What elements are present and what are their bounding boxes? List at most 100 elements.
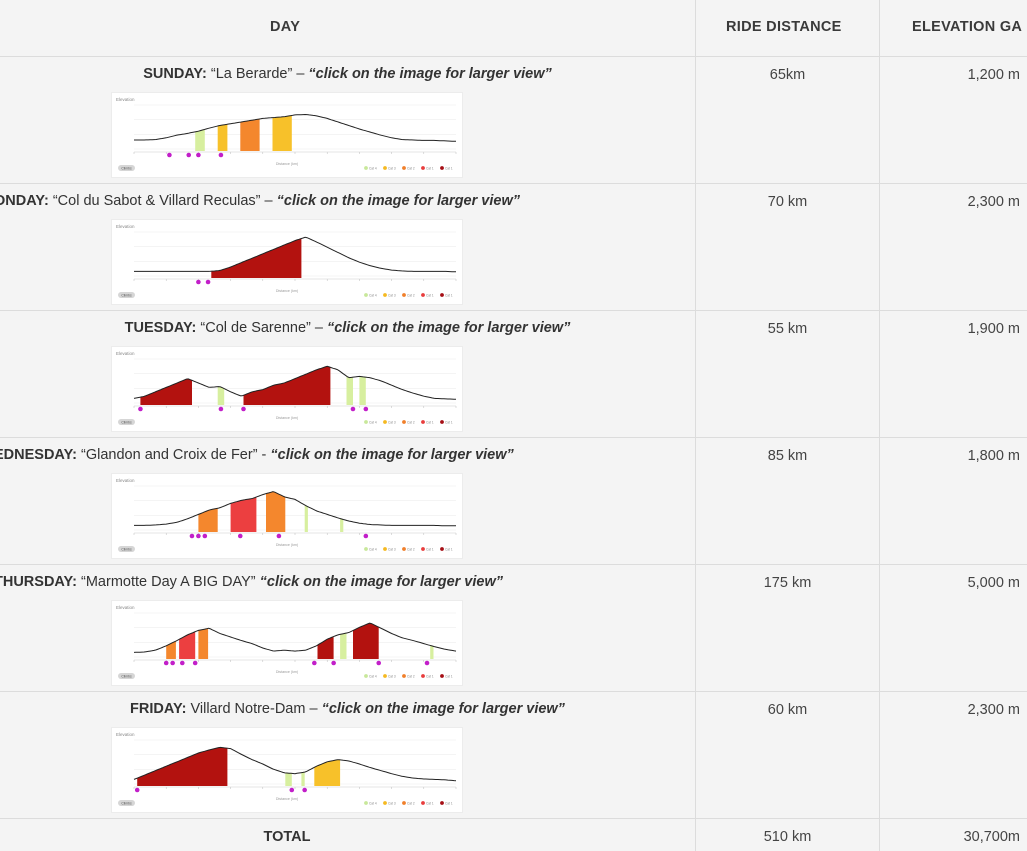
x-axis-label: Distance (km) (276, 416, 298, 420)
legend-label: Cat 1 (426, 420, 434, 424)
elevation-gain: 1,900 m (967, 321, 1020, 337)
climb-segment (285, 772, 292, 786)
climb-segment (179, 631, 196, 659)
climb-marker (376, 660, 382, 666)
climb-marker (241, 406, 246, 412)
x-axis-label: Distance (km) (276, 543, 298, 547)
climbs-button-label: Climbs (121, 293, 132, 297)
legend-swatch (421, 420, 425, 424)
climb-segment (359, 376, 366, 405)
elevation-axis-label: Elevation (116, 97, 135, 102)
legend-swatch (364, 801, 368, 805)
elevation-axis-label: Elevation (116, 351, 135, 356)
legend-label: Cat 1 (445, 801, 453, 805)
day-name: SUNDAY: (143, 66, 207, 82)
legend-label: Cat 1 (445, 547, 453, 551)
day-name: ONDAY: (0, 193, 49, 209)
x-axis-label: Distance (km) (276, 670, 298, 674)
profile-svg: Elevation Distance (km) Climbs Cat 4 Cat 3 Ca… (116, 478, 457, 552)
legend-swatch (440, 547, 444, 551)
legend-swatch (364, 674, 368, 678)
route-name: “Col de Sarenne” – (200, 320, 323, 336)
climb-segment (217, 124, 228, 151)
legend-swatch (383, 420, 387, 424)
legend-swatch (421, 674, 425, 678)
climb-segment (137, 747, 228, 786)
total-label: TOTAL (263, 829, 311, 845)
legend-label: Cat 3 (388, 547, 396, 551)
profile-svg: Elevation Distance (km) Climbs Cat 4 Cat 3 Ca… (116, 732, 457, 806)
climb-segment (217, 386, 225, 405)
climb-segment (211, 238, 302, 278)
climb-segment (166, 641, 176, 659)
row-divider (0, 818, 1027, 819)
climb-marker (196, 533, 201, 539)
table-row: FRIDAY: Villard Notre-Dam – “click on th… (0, 691, 1027, 818)
legend-swatch (421, 293, 425, 297)
climb-segment (266, 491, 286, 532)
elevation-profile-chart[interactable]: Elevation Distance (km) Climbs Cat 4 Cat 3 Ca… (112, 601, 462, 685)
header-day: DAY (270, 19, 301, 35)
elevation-gain: 1,200 m (967, 67, 1020, 83)
larger-view-note: “click on the image for larger view” (276, 193, 520, 209)
legend-swatch (383, 674, 387, 678)
climb-segment (340, 633, 347, 659)
column-divider (879, 0, 880, 851)
row-divider (0, 183, 1027, 184)
row-divider (0, 437, 1027, 438)
header-ride-distance: RIDE DISTANCE (726, 19, 842, 35)
legend-swatch (383, 547, 387, 551)
elevation-profile-chart[interactable]: Elevation Distance (km) Climbs Cat 4 Cat 3 Ca… (112, 220, 462, 304)
elevation-line (133, 622, 457, 653)
legend-label: Cat 3 (388, 801, 396, 805)
legend-swatch (440, 801, 444, 805)
legend-swatch (402, 166, 406, 170)
climbs-button (118, 292, 135, 298)
legend-swatch (364, 547, 368, 551)
climb-marker (218, 406, 224, 412)
legend-swatch (364, 420, 368, 424)
climb-marker (237, 533, 243, 539)
elevation-profile-chart[interactable]: Elevation Distance (km) Climbs Cat 4 Cat 3 Ca… (112, 93, 462, 177)
legend-label: Cat 1 (445, 674, 453, 678)
legend-label: Cat 1 (426, 293, 434, 297)
legend-swatch (383, 166, 387, 170)
elevation-profile-chart[interactable]: Elevation Distance (km) Climbs Cat 4 Cat 3 Ca… (112, 347, 462, 431)
legend-swatch (402, 801, 406, 805)
legend-swatch (402, 547, 406, 551)
climb-segment (430, 645, 434, 659)
legend-label: Cat 3 (388, 674, 396, 678)
legend-label: Cat 1 (445, 166, 453, 170)
row-divider (0, 310, 1027, 311)
legend-swatch (402, 420, 406, 424)
elevation-profile-chart[interactable]: Elevation Distance (km) Climbs Cat 4 Cat 3 Ca… (112, 728, 462, 812)
day-title: TUESDAY: “Col de Sarenne” – “click on th… (0, 320, 695, 336)
row-divider (0, 56, 1027, 57)
profile-svg: Elevation Distance (km) Climbs Cat 4 Cat 3 Ca… (116, 605, 457, 679)
legend-label: Cat 1 (426, 801, 434, 805)
climb-segment (198, 508, 218, 532)
legend-swatch (440, 166, 444, 170)
climb-marker (167, 152, 172, 158)
climbs-button-label: Climbs (121, 801, 132, 805)
climb-segment (243, 366, 331, 405)
day-title: EDNESDAY: “Glandon and Croix de Fer” - “… (0, 447, 514, 463)
climb-marker (186, 152, 192, 158)
route-name: Villard Notre-Dam – (190, 701, 318, 717)
elevation-line (134, 491, 456, 527)
elevation-line (133, 365, 457, 400)
elevation-profile-chart[interactable]: Elevation Distance (km) Climbs Cat 4 Cat 3 Ca… (112, 474, 462, 558)
climb-segment (140, 378, 192, 405)
legend-label: Cat 1 (426, 674, 434, 678)
legend-swatch (402, 293, 406, 297)
climb-segment (304, 505, 308, 532)
total-elevation: 30,700m (963, 829, 1020, 845)
climb-marker (424, 660, 430, 666)
route-name: “Marmotte Day A BIG DAY” (81, 574, 256, 590)
climbs-button (118, 673, 135, 679)
climb-marker (163, 660, 169, 666)
climb-segment (301, 772, 305, 786)
legend-label: Cat 2 (407, 547, 415, 551)
x-axis-label: Distance (km) (276, 289, 298, 293)
route-name: “Glandon and Croix de Fer” - (81, 447, 267, 463)
